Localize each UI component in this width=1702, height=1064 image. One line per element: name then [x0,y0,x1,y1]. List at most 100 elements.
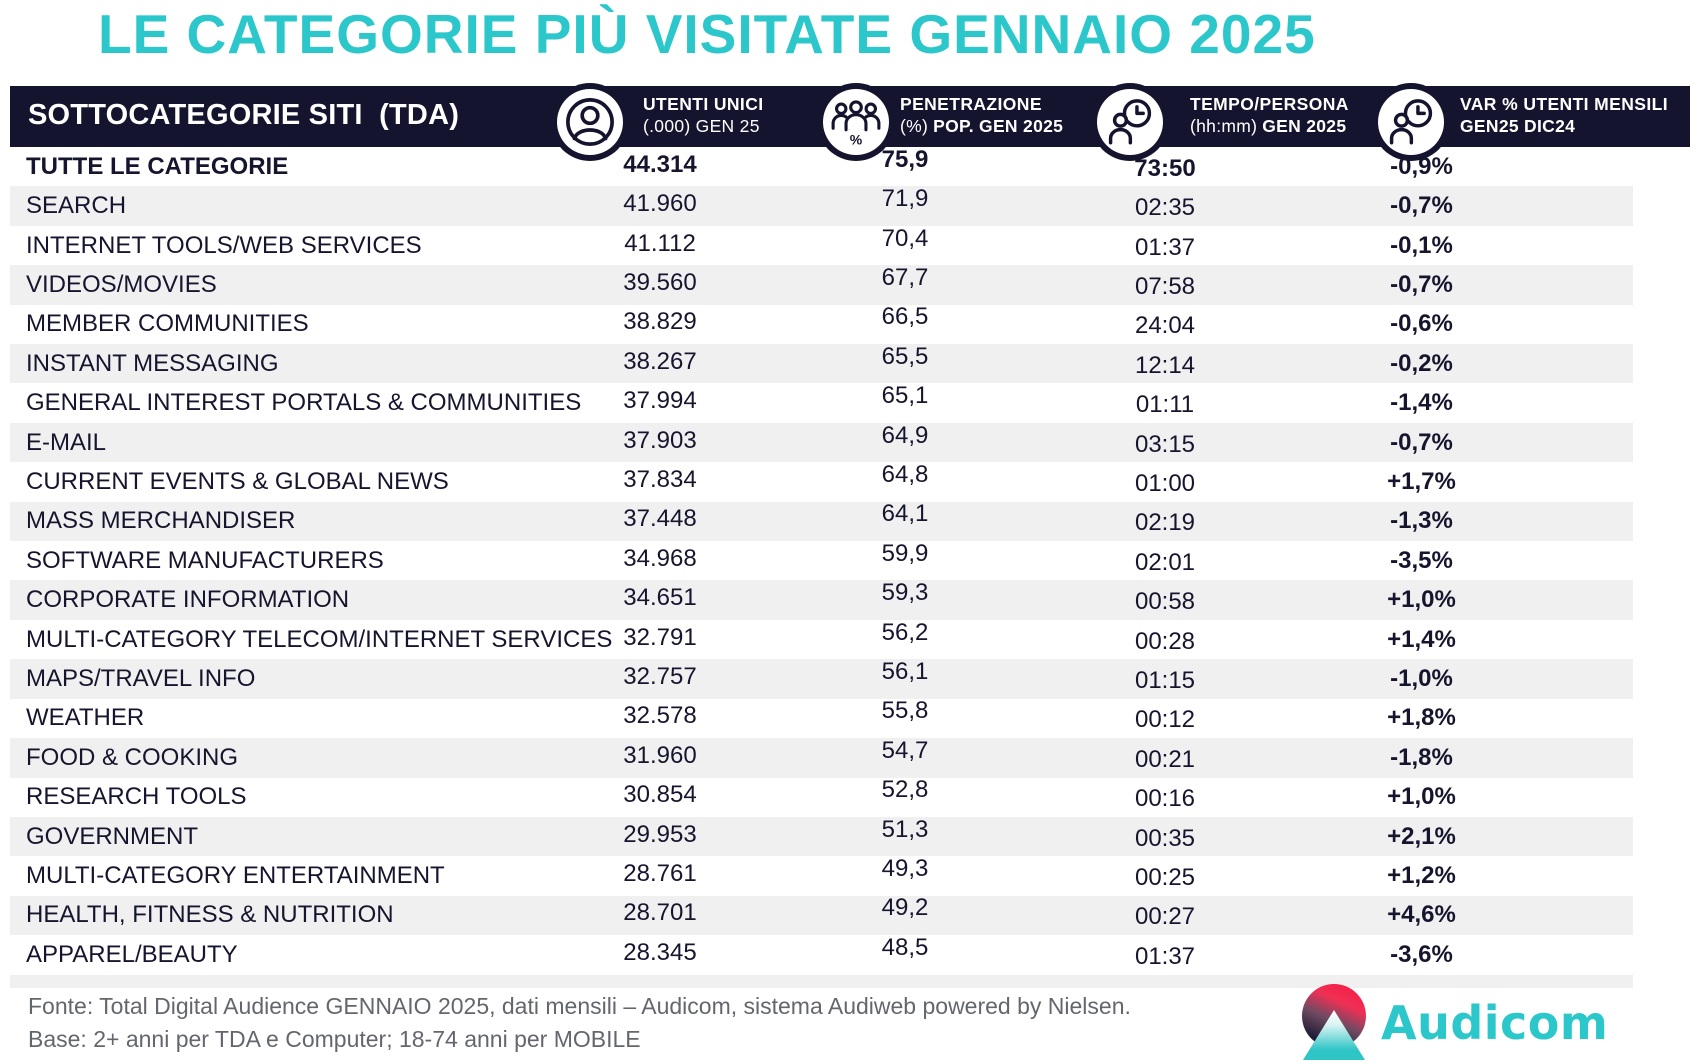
row-header-label: SOTTOCATEGORIE SITI (TDA) [28,99,460,131]
var-percent-value: +1,8% [1387,704,1456,732]
utenti-unici-value: 31.960 [623,741,697,769]
var-percent-value: -0,9% [1390,152,1453,180]
table-row: RESEARCH TOOLS 30.854 52,8 00:16 +1,0% [10,776,1633,817]
table-row: INTERNET TOOLS/WEB SERVICES 41.112 70,4 … [10,224,1633,265]
category-name: WEATHER [26,704,145,732]
category-name: TUTTE LE CATEGORIE [26,152,289,180]
category-name: MAPS/TRAVEL INFO [26,664,256,692]
column-header-utenti: UTENTI UNICI (.000) GEN 25 [643,94,764,137]
utenti-unici-value: 41.960 [623,190,697,218]
table-row: MULTI-CATEGORY TELECOM/INTERNET SERVICES… [10,618,1633,659]
person-clock-icon [1378,89,1444,155]
var-percent-value: -0,2% [1390,349,1453,377]
table-row: WEATHER 32.578 55,8 00:12 +1,8% [10,697,1633,738]
table-row: APPAREL/BEAUTY 28.345 48,5 01:37 -3,6% [10,933,1633,974]
utenti-unici-value: 28.761 [623,860,697,888]
penetrazione-value: 49,3 [881,855,929,883]
category-name: GOVERNMENT [26,822,199,850]
var-percent-value: -0,6% [1390,310,1453,338]
penetrazione-value: 67,7 [881,263,929,291]
tempo-persona-value: 00:12 [1134,706,1196,734]
var-percent-value: +1,2% [1387,862,1456,890]
category-name: INTERNET TOOLS/WEB SERVICES [26,231,422,259]
tempo-persona-value: 01:37 [1134,233,1196,261]
var-percent-value: +1,0% [1387,586,1456,614]
column-subtitle-bold: GEN 2025 [1262,115,1347,136]
utenti-unici-value: 29.953 [623,820,697,848]
table-row: CORPORATE INFORMATION 34.651 59,3 00:58 … [10,579,1633,620]
category-name: MASS MERCHANDISER [26,507,296,535]
penetrazione-value: 54,7 [881,736,929,764]
category-name: VIDEOS/MOVIES [26,270,217,298]
utenti-unici-value: 32.578 [623,702,697,730]
tempo-persona-value: 07:58 [1134,272,1196,300]
people-percent-icon: % [823,89,889,155]
penetrazione-value: 56,2 [881,618,929,646]
table-row: HEALTH, FITNESS & NUTRITION 28.701 49,2 … [10,894,1633,936]
utenti-unici-value: 44.314 [623,150,697,178]
table-row: E-MAIL 37.903 64,9 03:15 -0,7% [10,421,1633,463]
category-name: SEARCH [26,192,127,220]
utenti-unici-value: 37.834 [623,465,697,493]
var-percent-value: -1,8% [1390,743,1453,771]
penetrazione-value: 65,5 [881,342,929,370]
var-percent-value: -0,7% [1390,428,1453,456]
table-row: TUTTE LE CATEGORIE 44.314 75,9 73:50 -0,… [10,146,1633,186]
table-row: CURRENT EVENTS & GLOBAL NEWS 37.834 64,8… [10,460,1633,501]
table-body: TUTTE LE CATEGORIE 44.314 75,9 73:50 -0,… [10,146,1633,975]
svg-text:%: % [850,132,863,147]
var-percent-value: -1,0% [1390,664,1453,692]
column-subtitle: (%) [900,115,929,136]
penetrazione-value: 71,9 [881,185,929,213]
base-line: Base: 2+ anni per TDA e Computer; 18-74 … [28,1026,641,1052]
var-percent-value: -3,5% [1390,546,1453,574]
category-name: CURRENT EVENTS & GLOBAL NEWS [26,467,449,495]
penetrazione-value: 70,4 [881,224,929,252]
tempo-persona-value: 01:11 [1135,391,1195,419]
penetrazione-value: 64,1 [881,500,929,528]
table-row: GOVERNMENT 29.953 51,3 00:35 +2,1% [10,816,1633,857]
var-percent-value: +4,6% [1387,901,1456,929]
table-row: MASS MERCHANDISER 37.448 64,1 02:19 -1,3… [10,500,1633,542]
tempo-persona-value: 24:04 [1134,312,1196,340]
column-title: PENETRAZIONE [900,94,1042,114]
penetrazione-value: 48,5 [881,933,929,961]
tempo-persona-value: 12:14 [1134,351,1196,379]
table-header: SOTTOCATEGORIE SITI (TDA) UTENTI UNICI (… [10,86,1690,155]
category-name: SOFTWARE MANUFACTURERS [26,546,384,574]
table-row: FOOD & COOKING 31.960 54,7 00:21 -1,8% [10,736,1633,778]
table-row: VIDEOS/MOVIES 39.560 67,7 07:58 -0,7% [10,263,1633,305]
utenti-unici-value: 37.448 [623,505,697,533]
column-subtitle: (hh:mm) [1190,115,1258,136]
penetrazione-value: 59,9 [881,539,929,567]
column-subtitle: (.000) GEN 25 [643,115,760,136]
penetrazione-value: 66,5 [881,303,929,331]
column-subtitle-bold: POP. GEN 2025 [933,115,1064,136]
category-name: FOOD & COOKING [26,743,239,771]
penetrazione-value: 64,9 [881,421,929,449]
utenti-unici-value: 30.854 [623,781,697,809]
tempo-persona-value: 00:35 [1134,824,1196,852]
user-icon [557,89,623,155]
utenti-unici-value: 32.757 [623,662,697,690]
penetrazione-value: 64,8 [881,460,929,488]
column-title: UTENTI UNICI [643,94,764,114]
column-title: VAR % UTENTI MENSILI [1460,94,1668,114]
category-name: E-MAIL [26,428,107,456]
tempo-persona-value: 01:15 [1134,666,1196,694]
table-row: MEMBER COMMUNITIES 38.829 66,5 24:04 -0,… [10,303,1633,344]
utenti-unici-value: 34.968 [623,544,697,572]
var-percent-value: +1,4% [1387,625,1456,653]
var-percent-value: -0,7% [1390,270,1453,298]
category-name: RESEARCH TOOLS [26,783,247,811]
table-row: SEARCH 41.960 71,9 02:35 -0,7% [10,185,1633,226]
category-name: MULTI-CATEGORY ENTERTAINMENT [26,862,445,890]
penetrazione-value: 55,8 [881,697,929,725]
category-name: MEMBER COMMUNITIES [26,310,309,338]
column-header-penetrazione: PENETRAZIONE (%) POP. GEN 2025 [900,94,1063,137]
utenti-unici-value: 39.560 [623,268,697,296]
tempo-persona-value: 02:01 [1134,548,1196,576]
penetrazione-value: 56,1 [881,657,929,685]
tempo-persona-value: 03:15 [1134,430,1196,458]
tempo-persona-value: 01:37 [1134,942,1196,970]
